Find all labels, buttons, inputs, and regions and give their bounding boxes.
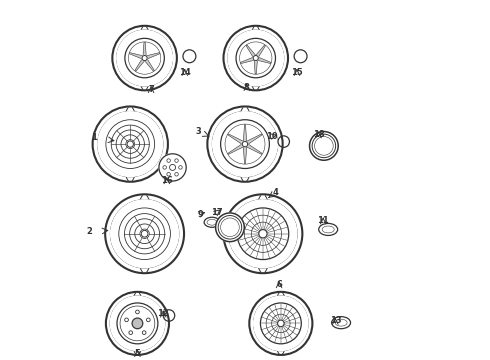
Text: 6: 6 — [276, 280, 282, 289]
Circle shape — [229, 200, 297, 268]
Polygon shape — [143, 42, 146, 55]
Circle shape — [111, 200, 178, 268]
Text: 11: 11 — [318, 216, 329, 225]
Circle shape — [237, 208, 289, 260]
Text: 16: 16 — [161, 176, 172, 185]
Polygon shape — [129, 53, 143, 59]
Circle shape — [119, 208, 171, 260]
Circle shape — [127, 141, 133, 147]
Circle shape — [98, 112, 163, 176]
Circle shape — [129, 331, 133, 334]
Circle shape — [142, 55, 147, 60]
Text: 4: 4 — [272, 188, 278, 197]
Circle shape — [125, 39, 164, 78]
Circle shape — [117, 303, 158, 344]
Circle shape — [147, 318, 150, 322]
Text: 9: 9 — [197, 210, 203, 219]
Circle shape — [228, 30, 284, 86]
Circle shape — [159, 154, 186, 181]
Ellipse shape — [318, 224, 338, 235]
Text: 10: 10 — [266, 132, 278, 141]
Circle shape — [220, 120, 270, 168]
Polygon shape — [244, 125, 246, 141]
Polygon shape — [256, 45, 266, 57]
Circle shape — [136, 310, 139, 314]
Polygon shape — [145, 59, 154, 71]
Circle shape — [243, 141, 247, 147]
Polygon shape — [135, 59, 145, 71]
Text: 15: 15 — [291, 68, 303, 77]
Circle shape — [142, 331, 146, 334]
Circle shape — [132, 318, 143, 329]
Text: 3: 3 — [196, 127, 201, 136]
Text: 2: 2 — [86, 228, 92, 237]
Circle shape — [125, 318, 128, 322]
Circle shape — [310, 131, 338, 160]
Text: 18: 18 — [313, 130, 324, 139]
Polygon shape — [244, 147, 246, 163]
Circle shape — [141, 230, 148, 237]
Circle shape — [216, 213, 245, 242]
Polygon shape — [228, 144, 244, 154]
Text: 12: 12 — [157, 309, 169, 318]
Circle shape — [213, 112, 277, 176]
Circle shape — [110, 296, 165, 351]
Ellipse shape — [204, 217, 220, 227]
Text: 1: 1 — [91, 133, 97, 142]
Circle shape — [254, 296, 308, 351]
Text: 13: 13 — [330, 316, 341, 325]
Circle shape — [236, 39, 275, 78]
Ellipse shape — [332, 317, 350, 329]
Circle shape — [260, 303, 301, 344]
Text: 5: 5 — [134, 349, 140, 358]
Polygon shape — [246, 144, 262, 154]
Circle shape — [117, 30, 172, 86]
Polygon shape — [228, 134, 244, 144]
Text: 17: 17 — [211, 208, 223, 217]
Text: 14: 14 — [179, 68, 191, 77]
Polygon shape — [258, 57, 271, 63]
Polygon shape — [241, 57, 254, 63]
Polygon shape — [246, 45, 256, 57]
Polygon shape — [254, 60, 257, 74]
Text: 8: 8 — [244, 83, 250, 92]
Text: 7: 7 — [148, 85, 154, 94]
Circle shape — [106, 120, 155, 168]
Polygon shape — [246, 134, 262, 144]
Polygon shape — [147, 53, 160, 59]
Circle shape — [253, 55, 258, 60]
